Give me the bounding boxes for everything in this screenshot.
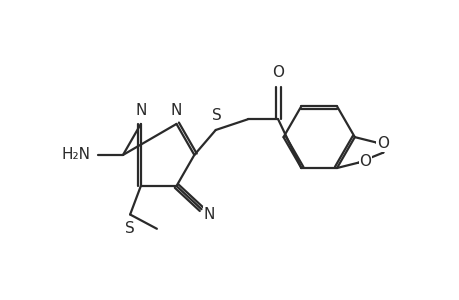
Text: S: S <box>212 108 221 123</box>
Text: S: S <box>125 221 134 236</box>
Text: N: N <box>170 103 182 118</box>
Text: O: O <box>376 136 388 151</box>
Text: H₂N: H₂N <box>62 148 90 163</box>
Text: O: O <box>358 154 370 169</box>
Text: O: O <box>272 65 284 80</box>
Text: N: N <box>203 207 215 222</box>
Text: N: N <box>135 103 146 118</box>
